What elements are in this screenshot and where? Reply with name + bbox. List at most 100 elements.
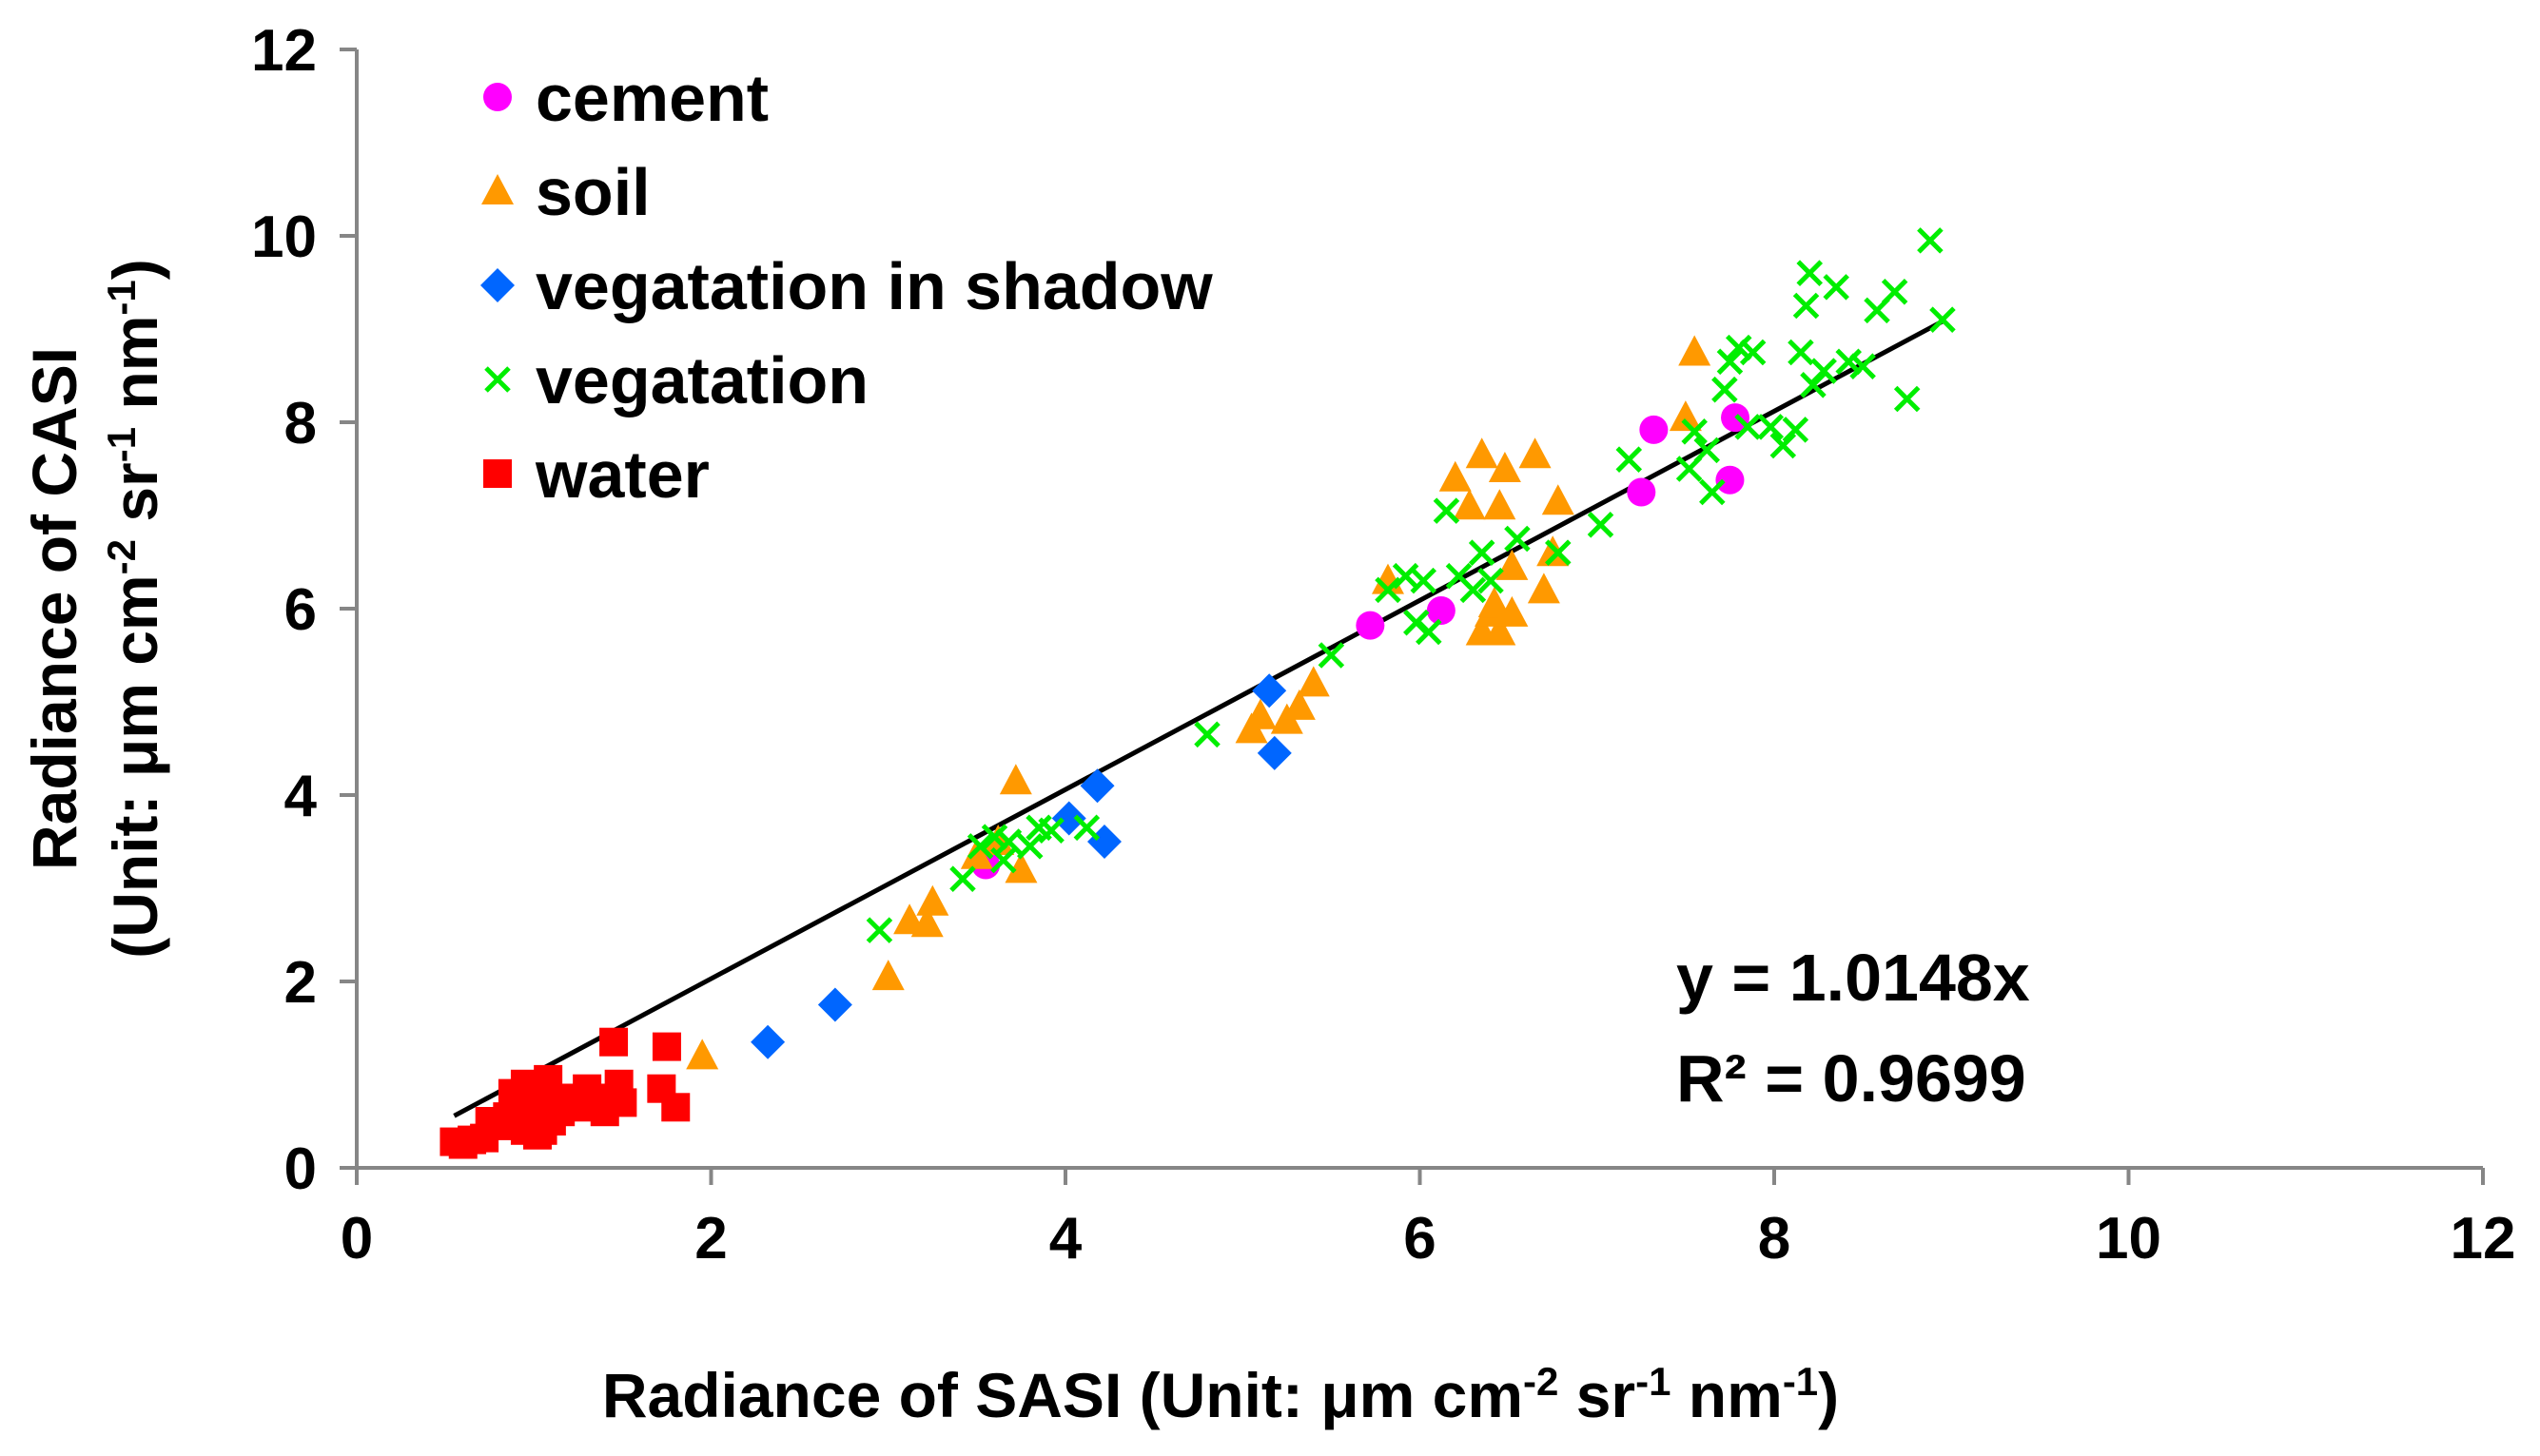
data-point [999,764,1032,795]
data-point [599,1027,629,1057]
trendline-layer [453,319,1944,1118]
data-point [1669,400,1702,432]
legend-item: water [483,437,710,512]
data-point [1734,414,1761,440]
x-tick-label: 2 [694,1206,727,1272]
series-soil [686,335,1711,1070]
data-point [1433,497,1460,524]
data-point [1715,465,1745,495]
data-point [1005,852,1038,883]
data-point [528,1116,557,1145]
x-tick-label: 4 [1049,1206,1083,1272]
data-point [949,865,976,892]
data-point [990,846,1017,874]
data-point [751,1024,786,1059]
data-point [1716,348,1744,376]
data-point [1518,437,1552,469]
data-point [1782,417,1809,443]
data-point [1693,437,1720,464]
data-point [1788,339,1814,366]
data-point [1318,642,1345,669]
data-point [1483,489,1516,520]
legend-marker [483,459,512,488]
data-point [1073,814,1101,842]
data-point [1488,452,1521,482]
legend-marker [480,268,515,302]
series-water [440,1027,691,1159]
legend-item: soil [481,155,651,229]
data-point [1725,334,1752,361]
legend-item: vegatation in shadow [480,249,1213,323]
legend-marker [483,83,512,111]
data-point [1495,549,1529,580]
data-point [1375,576,1401,604]
data-point [1410,567,1436,594]
legend-marker [484,366,511,393]
data-point [1541,484,1574,515]
data-point [1739,339,1767,366]
data-point [1086,825,1122,859]
data-point [1639,415,1669,444]
data-point [1796,260,1824,286]
y-axis-title-line1: Radiance of CASI [19,347,89,870]
y-tick-label: 4 [284,764,318,829]
data-point [1835,348,1862,376]
data-point [960,838,993,869]
data-point [995,828,1023,855]
y-tick-label: 6 [284,577,317,643]
legend-item: cement [483,61,769,135]
data-point [1917,227,1944,254]
data-point [1678,335,1711,366]
data-point [1477,567,1504,594]
data-point [686,1039,719,1070]
x-tick-label: 8 [1758,1206,1790,1272]
data-point [1252,673,1287,709]
data-point [1416,618,1442,646]
y-tick-label: 10 [251,204,317,270]
data-point [981,824,1008,850]
data-point [1929,306,1956,333]
data-point [1711,376,1738,403]
data-point [1699,478,1726,506]
data-point [1504,525,1531,553]
legend-label: soil [536,155,651,229]
data-points-layer [440,227,1956,1159]
data-point [1297,666,1330,697]
data-point [1810,358,1837,384]
trendline-equation: y = 1.0148x [1676,941,2030,1015]
data-point [652,1032,681,1061]
data-point [1194,721,1221,748]
data-point [1792,292,1820,320]
data-point [1849,353,1876,379]
data-point [1769,432,1797,459]
data-point [910,906,944,938]
data-point [1545,539,1572,566]
data-point [866,917,893,943]
data-point [1051,801,1086,836]
legend-label: cement [536,61,769,135]
data-point [1257,735,1292,770]
data-point [1477,587,1511,618]
data-point [1823,274,1849,301]
data-point [871,960,905,991]
data-point [1627,477,1656,507]
data-point [967,833,994,860]
data-point [1243,698,1277,729]
y-tick-label: 8 [284,391,317,456]
y-axis-title-line2: (Unit: μm cm-2 sr-1 nm-1) [99,259,171,959]
data-point [1465,437,1498,469]
data-point [1080,768,1115,804]
legend-label: vegatation in shadow [536,249,1213,323]
data-point [1893,385,1921,413]
series-vegatation-in-shadow [751,673,1292,1059]
data-point [1282,689,1316,720]
data-point [1016,833,1044,860]
y-tick-label: 2 [284,950,317,1016]
data-point [1615,446,1643,473]
data-point [1459,576,1487,604]
series-cement [971,403,1750,880]
trendline [453,319,1944,1118]
x-axis-title: Radiance of SASI (Unit: μm cm-2 sr-1 nm-… [602,1359,1839,1431]
data-point [1038,817,1065,844]
